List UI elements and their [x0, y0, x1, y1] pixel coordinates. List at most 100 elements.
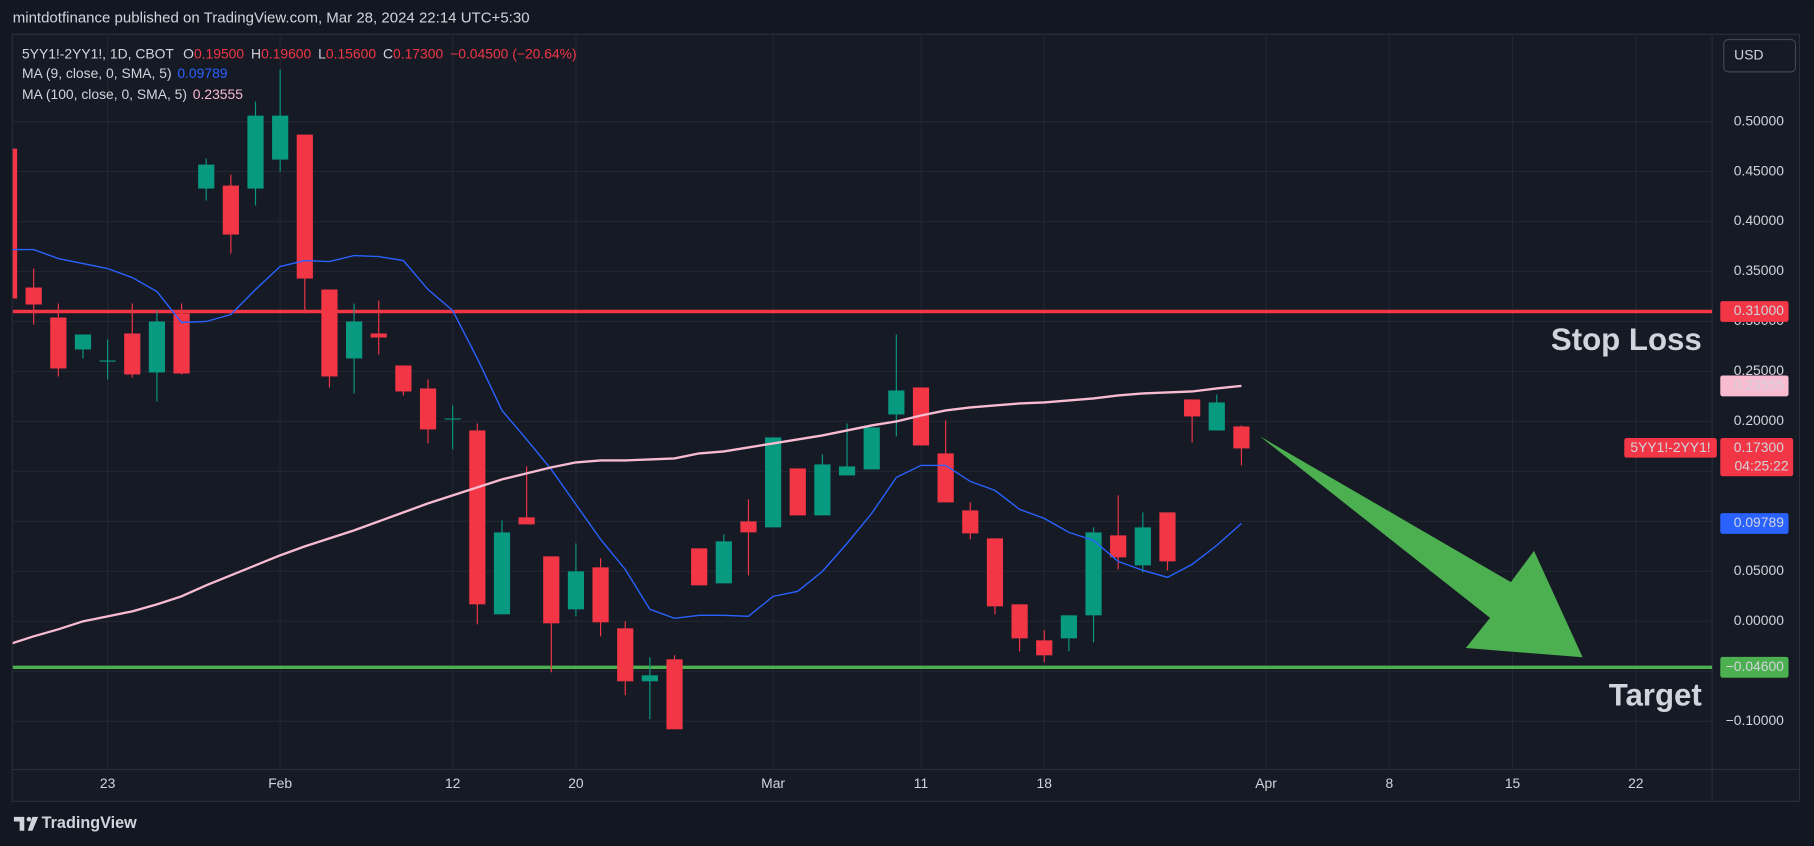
candle-body	[444, 418, 461, 420]
candle-body	[370, 333, 387, 338]
candle-body	[666, 659, 683, 730]
ohlc-value: 0.19600	[261, 45, 311, 61]
candle-body	[863, 427, 880, 470]
ma-price-label: 0.23555	[1734, 377, 1784, 393]
currency-box[interactable]	[1723, 38, 1797, 73]
brand: TradingView	[42, 814, 137, 832]
logo-dot	[26, 816, 32, 822]
candle-body	[1208, 402, 1225, 431]
last-price-box	[1720, 438, 1794, 477]
countdown: 04:25:22	[1735, 458, 1789, 474]
change: −0.04500 (−20.64%)	[450, 45, 577, 61]
y-tick-label: 0.05000	[1734, 562, 1784, 578]
symbol-legend: 5YY1!-2YY1!, 1D, CBOT O0.19500 H0.19600 L0.…	[22, 45, 577, 61]
candle-body	[1085, 532, 1102, 616]
currency[interactable]: USD	[1734, 46, 1763, 62]
candle-body	[1060, 615, 1077, 639]
logo-icon	[13, 816, 39, 831]
candle-body	[272, 115, 289, 160]
candle-body	[395, 365, 412, 392]
y-tick-label: 0.00000	[1734, 612, 1784, 628]
candle-body	[715, 541, 732, 584]
y-tick-label: 0.35000	[1734, 262, 1784, 278]
y-tick-label: 0.20000	[1734, 412, 1784, 428]
candle-body	[1184, 399, 1201, 417]
candle-body	[765, 437, 782, 528]
candle-body	[25, 287, 42, 305]
ma-name: MA (100, close, 0, SMA, 5)	[22, 86, 187, 102]
x-tick-label: 15	[1505, 775, 1521, 791]
candle-body	[838, 466, 856, 476]
level-label: 0.31000	[1734, 302, 1784, 318]
y-tick-label: 0.40000	[1734, 212, 1784, 228]
candle-body	[937, 453, 954, 503]
x-tick-label: Apr	[1255, 775, 1277, 791]
ma-legend: MA (9, close, 0, SMA, 5) 0.09789	[22, 65, 228, 81]
ohlc-value: 0.19500	[194, 45, 244, 61]
symbol-box	[1624, 438, 1717, 458]
x-tick-label: 23	[100, 775, 116, 791]
candle-body	[641, 675, 658, 682]
ma-line	[12, 248, 1242, 620]
candle-body	[198, 164, 215, 189]
symbol: 5YY1!-2YY1!, 1D, CBOT	[22, 45, 174, 61]
candle-body	[419, 388, 437, 430]
candle-body	[1134, 527, 1151, 566]
ma-name: MA (9, close, 0, SMA, 5)	[22, 65, 172, 81]
candle-body	[74, 334, 92, 350]
candle-body	[12, 148, 18, 299]
ohlc-value: 0.17300	[393, 45, 443, 61]
last-price-label: 0.17300	[1734, 439, 1784, 455]
ma-price-box	[1720, 513, 1789, 534]
x-tick-label: 22	[1628, 775, 1644, 791]
candle-body	[247, 115, 264, 189]
level-label-box	[1720, 301, 1789, 322]
candle-body	[518, 517, 535, 525]
brand-logo: TradingView	[13, 814, 137, 832]
x-tick-label: Mar	[761, 775, 785, 791]
candle-body	[124, 333, 141, 375]
grid	[12, 34, 1713, 770]
candle-body	[814, 464, 831, 516]
candle-body	[1011, 604, 1028, 639]
x-tick-label: 20	[568, 775, 584, 791]
candle-body	[691, 548, 708, 586]
ma-price-label: 0.09789	[1734, 514, 1784, 530]
x-tick-label: 8	[1385, 775, 1393, 791]
y-tick-label: 0.45000	[1734, 162, 1784, 178]
level-name: Stop Loss	[1551, 322, 1702, 357]
overlay: −0.10000−0.050000.000000.050000.100000.1…	[100, 112, 1794, 791]
candle-body	[1036, 640, 1053, 656]
candle-body	[888, 390, 905, 415]
currency-button[interactable]: USD	[1723, 38, 1797, 73]
level-label-box	[1720, 656, 1789, 678]
symbol-label: 5YY1!-2YY1!	[1630, 439, 1710, 455]
candle-body	[99, 360, 116, 362]
candle-body	[346, 321, 363, 359]
candle-body	[1233, 426, 1250, 449]
plot	[12, 69, 1713, 730]
y-tick-label: 0.25000	[1734, 362, 1784, 378]
x-tick-label: 12	[445, 775, 461, 791]
level-name: Target	[1609, 678, 1703, 713]
candle-body	[50, 317, 67, 369]
ohlc-key: L	[318, 45, 326, 61]
ma-value: 0.23555	[193, 86, 243, 102]
y-tick-label: −0.10000	[1726, 712, 1785, 728]
ma-legend: MA (100, close, 0, SMA, 5) 0.23555	[22, 86, 243, 102]
candle-body	[1110, 535, 1127, 558]
level-label: −0.04600	[1726, 658, 1785, 674]
ohlc-key: H	[251, 45, 261, 61]
candle-body	[493, 532, 511, 615]
candle-body	[740, 521, 757, 533]
ma-value: 0.09789	[177, 65, 227, 81]
ma-price-box	[1720, 375, 1789, 397]
candle-body	[617, 628, 634, 682]
y-tick-label: 0.50000	[1734, 112, 1784, 128]
ma-line	[12, 384, 1242, 645]
x-tick-label: Feb	[268, 775, 292, 791]
candle-body	[321, 289, 338, 377]
candle-body	[567, 571, 585, 610]
